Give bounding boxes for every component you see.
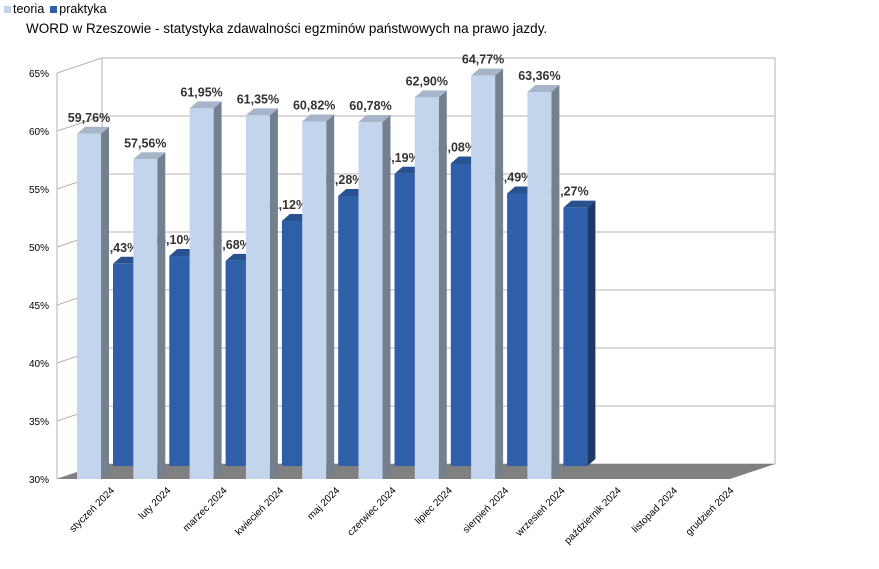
bar-praktyka [225, 260, 250, 466]
x-tick-label: grudzień 2024 [684, 485, 737, 538]
bar-teoria-side [101, 126, 109, 479]
x-tick-label: październik 2024 [563, 485, 625, 547]
bar-teoria-label: 60,82% [293, 98, 335, 112]
x-tick-label: czerwiec 2024 [346, 485, 399, 538]
bar-teoria [245, 115, 270, 479]
bar-teoria-label: 64,77% [462, 53, 504, 67]
bar-praktyka [113, 263, 137, 466]
bar-teoria-label: 63,36% [518, 69, 560, 83]
bar-praktyka [338, 195, 363, 466]
legend-item-praktyka: praktyka [50, 2, 107, 16]
bar-teoria [133, 159, 158, 479]
bar-teoria [527, 92, 552, 480]
bar-teoria-side [551, 85, 560, 480]
bar-teoria [77, 133, 101, 479]
x-tick-label: listopad 2024 [630, 485, 680, 535]
y-tick-label: 30% [29, 475, 49, 486]
bar-teoria-side [438, 90, 447, 480]
bar-teoria-top [189, 101, 222, 109]
bar-praktyka [281, 221, 306, 466]
bar-teoria-label: 60,78% [349, 99, 391, 113]
y-tick-label: 55% [29, 185, 49, 196]
bar-teoria-top [133, 152, 166, 160]
bar-teoria-label: 61,35% [237, 92, 279, 106]
bar-praktyka-side [587, 200, 596, 466]
x-tick-label: kwiecień 2024 [233, 485, 286, 538]
bar-teoria-side [269, 108, 278, 479]
bar-teoria [471, 75, 496, 479]
legend-item-teoria: teoria [4, 2, 44, 16]
legend-label-praktyka: praktyka [59, 2, 107, 16]
bar-teoria [189, 108, 214, 479]
bar-teoria-side [495, 68, 504, 479]
bar-praktyka [563, 207, 588, 466]
bar-teoria [414, 97, 439, 480]
bar-teoria [358, 121, 383, 480]
x-tick-label: wrzesień 2024 [513, 485, 567, 539]
gridline-side [56, 115, 103, 132]
legend: teoria praktyka [4, 2, 107, 16]
y-tick-label: 40% [29, 359, 49, 370]
y-tick-label: 35% [29, 417, 49, 428]
bar-praktyka [450, 163, 475, 467]
x-tick-label: sierpień 2024 [461, 485, 512, 536]
y-tick-label: 65% [29, 69, 49, 80]
bar-teoria-label: 57,56% [124, 136, 166, 150]
bar-teoria-side [213, 101, 222, 479]
gridline-side [56, 57, 103, 74]
y-tick-label: 50% [29, 243, 49, 254]
bar-teoria-top [358, 114, 391, 122]
y-tick-label: 45% [29, 301, 49, 312]
x-tick-label: lipiec 2024 [413, 485, 455, 527]
chart-title: WORD w Rzeszowie - statystyka zdawalnośc… [26, 21, 548, 36]
x-tick-label: maj 2024 [305, 485, 342, 522]
y-tick-label: 60% [29, 127, 49, 138]
x-tick-label: luty 2024 [137, 485, 174, 522]
bar-teoria [302, 121, 327, 479]
x-tick-label: marzec 2024 [181, 485, 230, 534]
legend-label-teoria: teoria [13, 2, 45, 16]
bar-teoria-top [77, 126, 109, 134]
bar-teoria-label: 61,95% [180, 85, 222, 99]
bar-teoria-top [414, 90, 447, 98]
bar-teoria-side [157, 152, 166, 479]
legend-swatch-teoria [4, 5, 11, 13]
x-tick-label: styczeń 2024 [68, 485, 118, 535]
legend-swatch-praktyka [50, 5, 58, 13]
bar-teoria-top [302, 114, 335, 122]
bar-teoria-top [471, 68, 504, 76]
bar-teoria-top [527, 85, 560, 93]
bar-teoria-top [245, 108, 278, 116]
bar-teoria-side [326, 114, 335, 479]
bar-praktyka [169, 256, 194, 466]
bar-praktyka [394, 173, 419, 466]
bar-teoria-label: 62,90% [406, 74, 448, 88]
bar-teoria-side [382, 114, 391, 480]
bar-praktyka-top [563, 200, 596, 208]
bar-teoria-label: 59,76% [68, 111, 110, 125]
bar-praktyka [507, 193, 532, 467]
